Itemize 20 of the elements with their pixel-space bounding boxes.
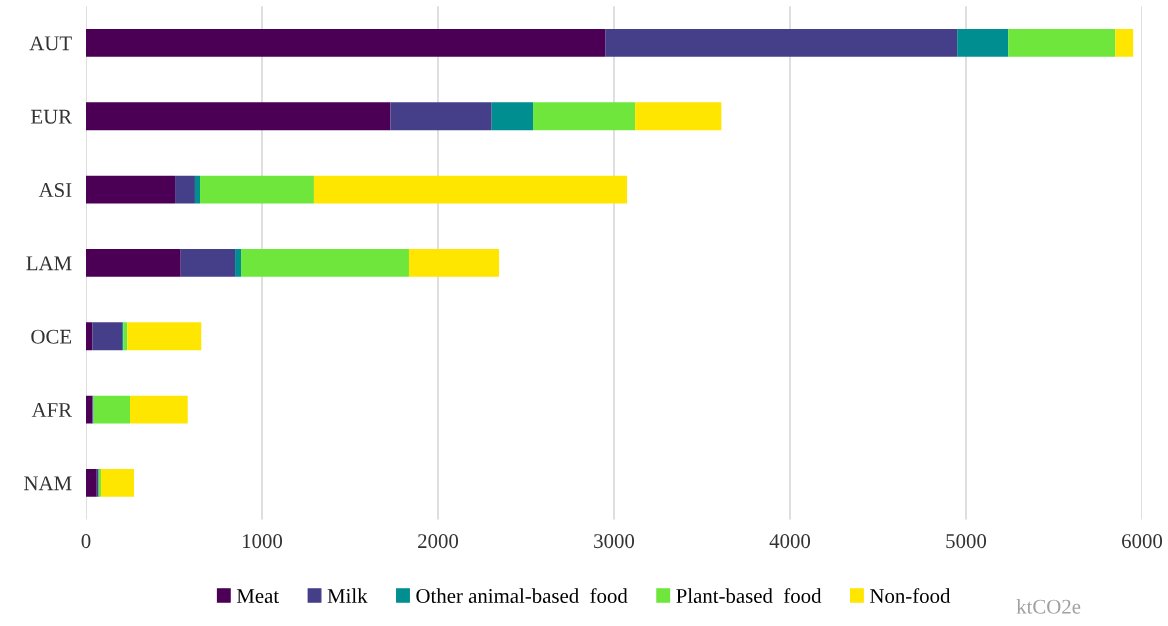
- legend-label: Other animal-based food: [416, 588, 628, 604]
- legend-label: Plant-based food: [676, 588, 822, 604]
- y-tick-label: EUR: [31, 109, 73, 124]
- x-tick-label: 0: [81, 534, 91, 549]
- x-tick-label: 6000: [1122, 534, 1163, 549]
- x-tick-label: 2000: [418, 534, 459, 549]
- y-tick-label: LAM: [26, 256, 72, 271]
- x-tick-label: 3000: [594, 534, 635, 549]
- x-axis-title: ktCO2e: [1016, 599, 1081, 614]
- y-tick-label: AUT: [29, 36, 72, 51]
- y-tick-label: OCE: [31, 329, 72, 344]
- legend-label: Meat: [236, 589, 279, 604]
- y-tick-label: NAM: [24, 476, 72, 491]
- x-tick-label: 4000: [769, 534, 811, 549]
- y-tick-label: AFR: [31, 403, 73, 417]
- x-tick-label: 1000: [243, 534, 283, 549]
- legend-label: Non-food: [870, 588, 951, 604]
- legend-label: Milk: [327, 588, 368, 603]
- x-tick-label: 5000: [946, 534, 987, 549]
- y-tick-label: ASI: [38, 183, 72, 198]
